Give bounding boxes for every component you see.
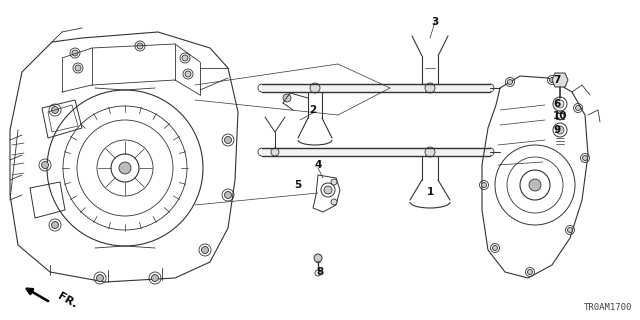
Circle shape — [550, 77, 554, 83]
Circle shape — [271, 148, 279, 156]
Text: 9: 9 — [553, 125, 560, 135]
Circle shape — [137, 43, 143, 49]
Circle shape — [97, 275, 104, 282]
Circle shape — [202, 246, 209, 253]
Text: 10: 10 — [553, 111, 568, 121]
Text: 6: 6 — [553, 99, 560, 109]
Text: 7: 7 — [553, 75, 561, 85]
Circle shape — [182, 55, 188, 61]
Circle shape — [425, 83, 435, 93]
Circle shape — [324, 186, 332, 194]
Circle shape — [51, 107, 58, 114]
Circle shape — [481, 182, 486, 188]
Text: 4: 4 — [314, 160, 322, 170]
Circle shape — [51, 221, 58, 228]
Text: FR.: FR. — [56, 291, 78, 310]
Circle shape — [582, 156, 588, 161]
Circle shape — [75, 65, 81, 71]
Circle shape — [119, 162, 131, 174]
Text: 2: 2 — [309, 105, 317, 115]
Circle shape — [225, 191, 232, 198]
Circle shape — [556, 126, 564, 134]
Text: 1: 1 — [426, 187, 434, 197]
Circle shape — [72, 50, 78, 56]
Circle shape — [225, 137, 232, 143]
Circle shape — [568, 228, 573, 233]
Text: 8: 8 — [316, 267, 324, 277]
Circle shape — [331, 179, 337, 185]
Text: TR0AM1700: TR0AM1700 — [584, 303, 632, 312]
Circle shape — [529, 179, 541, 191]
Circle shape — [493, 245, 497, 251]
Circle shape — [508, 79, 513, 84]
Circle shape — [314, 254, 322, 262]
Text: 3: 3 — [431, 17, 438, 27]
Circle shape — [575, 106, 580, 110]
Circle shape — [185, 71, 191, 77]
Circle shape — [331, 199, 337, 205]
Circle shape — [556, 100, 564, 108]
Circle shape — [283, 94, 291, 102]
Circle shape — [425, 147, 435, 157]
Circle shape — [527, 269, 532, 275]
Polygon shape — [552, 73, 568, 87]
Circle shape — [310, 83, 320, 93]
Text: 5: 5 — [294, 180, 301, 190]
Circle shape — [42, 162, 49, 169]
Circle shape — [152, 275, 159, 282]
